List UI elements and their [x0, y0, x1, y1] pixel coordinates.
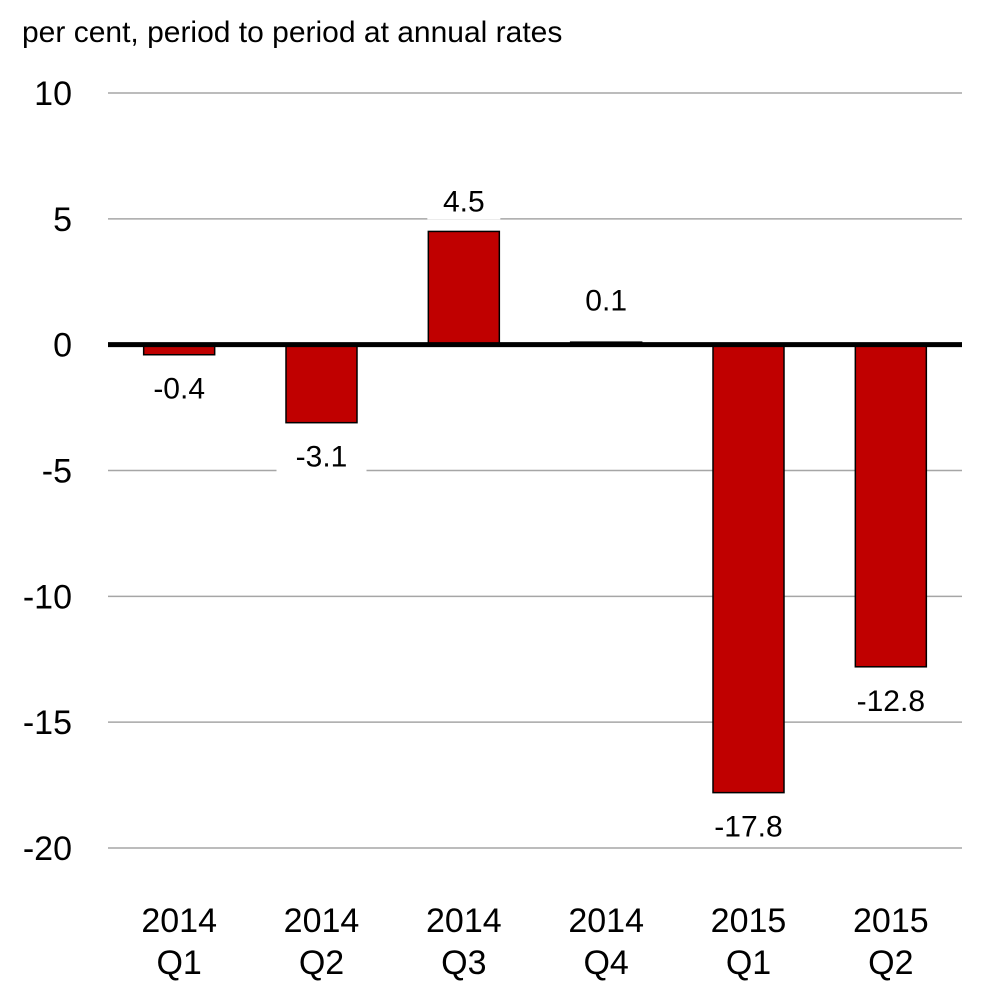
data-label-background	[427, 183, 501, 220]
y-tick-label: -5	[42, 453, 72, 491]
y-tick-label: -15	[23, 704, 72, 742]
x-tick-label: Q1	[726, 944, 771, 982]
y-tick-labels: 10 5 0 -5 -10 -15 -20	[23, 75, 72, 868]
y-tick-label: -20	[23, 830, 72, 868]
bar	[285, 343, 358, 424]
x-tick-label: Q4	[583, 944, 628, 982]
data-label: 0.1	[585, 285, 627, 318]
data-label-background	[276, 438, 367, 475]
y-tick-label: 0	[53, 327, 72, 365]
x-tick-label: 2015	[853, 902, 929, 940]
x-tick-label: Q2	[868, 944, 913, 982]
bar	[427, 230, 501, 346]
gridlines	[108, 92, 962, 849]
y-axis-label: per cent, period to period at annual rat…	[22, 16, 562, 49]
y-tick-label: 5	[53, 201, 72, 239]
data-label-background	[134, 370, 225, 407]
x-tick-label: 2014	[284, 902, 360, 940]
data-label: 4.5	[443, 185, 485, 218]
data-label: -0.4	[153, 373, 205, 406]
x-tick-label: Q1	[156, 944, 201, 982]
bars	[142, 230, 928, 794]
x-tick-label: Q2	[299, 944, 344, 982]
data-labels: -0.4 -3.1 4.5 0.1 -17.8 -12.8	[134, 183, 945, 845]
bar	[854, 343, 928, 668]
data-label: -17.8	[714, 811, 782, 844]
data-label: -3.1	[296, 441, 348, 474]
y-tick-label: -10	[23, 578, 72, 616]
x-tick-label: Q3	[441, 944, 486, 982]
x-tick-label: 2014	[141, 902, 217, 940]
data-label-background	[695, 808, 802, 845]
bar	[712, 343, 785, 794]
x-tick-label: 2015	[711, 902, 787, 940]
data-label-background	[837, 682, 945, 719]
data-label: -12.8	[857, 685, 925, 718]
x-tick-label: 2014	[568, 902, 644, 940]
data-label-background	[569, 282, 643, 319]
x-tick-label: 2014	[426, 902, 502, 940]
y-tick-label: 10	[34, 75, 72, 113]
x-tick-labels: 2014 Q1 2014 Q2 2014 Q3 2014 Q4 2015 Q1 2015 Q2	[141, 902, 928, 982]
